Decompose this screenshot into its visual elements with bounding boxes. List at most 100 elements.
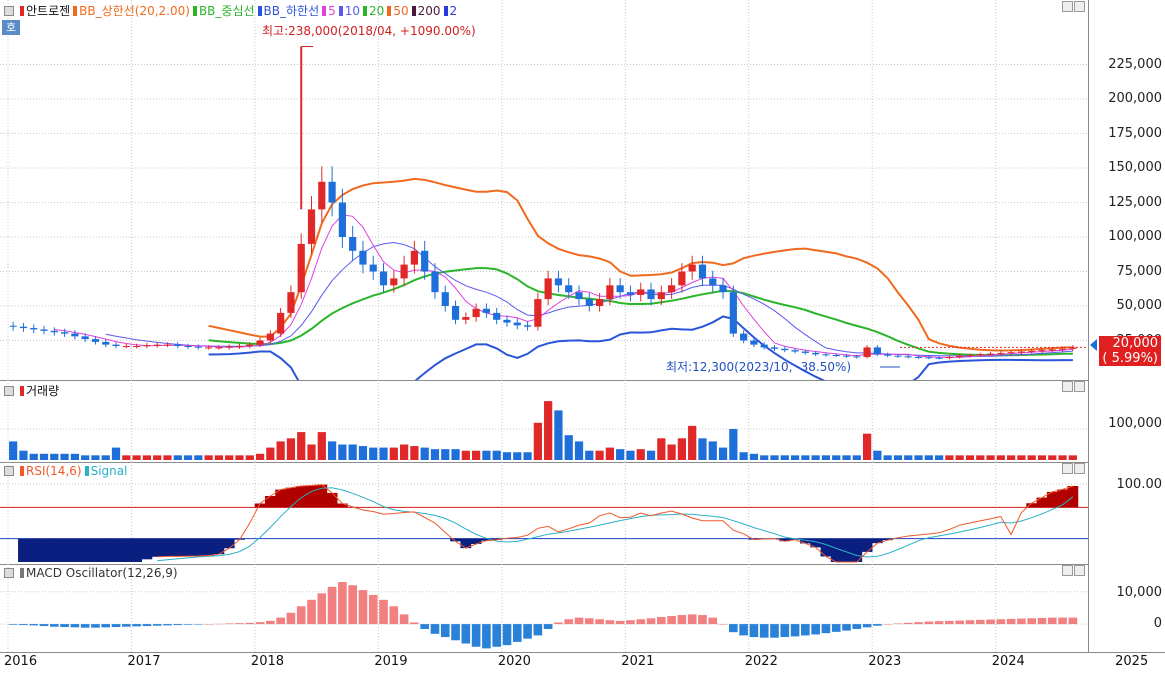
macd-bar [636, 619, 646, 625]
pane-menu-icon[interactable] [4, 568, 14, 578]
volume-bar [770, 455, 779, 460]
volume-bar [214, 455, 224, 460]
close-icon[interactable] [1074, 1, 1085, 12]
candle-body [369, 264, 377, 272]
macd-legend: MACD Oscillator(12,26,9) [4, 566, 178, 580]
volume-bar [1048, 455, 1057, 460]
volume-bar [760, 455, 769, 460]
rsi-chart[interactable] [0, 462, 1088, 564]
volume-bar [698, 438, 707, 460]
rsi-legend-label: RSI(14,6) [26, 464, 82, 478]
legend-bb-upper[interactable]: BB_상한선(20,2.00) [73, 2, 190, 19]
volume-y-axis[interactable]: 100,000 [1088, 380, 1165, 462]
macd-bar [811, 624, 820, 635]
pane-menu-icon[interactable] [4, 5, 14, 16]
x-tick: 2023 [868, 654, 902, 669]
minimize-icon[interactable] [1062, 463, 1073, 474]
volume-bar [749, 453, 759, 460]
volume-bar [410, 446, 419, 460]
macd-pane[interactable]: MACD Oscillator(12,26,9) 10,000 0 [0, 564, 1165, 652]
volume-bar [225, 455, 234, 460]
candle-body [472, 308, 480, 318]
price-y-axis[interactable]: 225,000 200,000 175,000 150,000 125,000 100,0… [1088, 0, 1165, 380]
volume-bar [297, 432, 306, 460]
volume-pane[interactable]: 거래량 100,000 [0, 380, 1165, 462]
minimize-icon[interactable] [1062, 1, 1073, 12]
candle-body [153, 344, 161, 346]
minimize-icon[interactable] [1062, 565, 1073, 576]
pane-menu-icon[interactable] [4, 385, 14, 396]
volume-bar [862, 433, 872, 460]
candle-body [431, 271, 439, 293]
candle-body [997, 352, 1005, 354]
macd-bar [296, 606, 306, 625]
price-tick: 50,000 [1116, 298, 1163, 313]
macd-bar [327, 586, 337, 625]
macd-bar [60, 624, 69, 628]
macd-tick: 0 [1153, 616, 1162, 631]
volume-bar [605, 447, 614, 460]
candle-body [503, 319, 511, 323]
macd-bar [574, 617, 584, 625]
close-icon[interactable] [1074, 463, 1085, 474]
volume-bar [708, 441, 717, 460]
volume-bar [801, 455, 810, 460]
candle-body [225, 346, 233, 348]
legend-bb-mid-label: BB_중심선 [198, 4, 255, 18]
volume-chart[interactable] [0, 380, 1088, 462]
rsi-pane[interactable]: RSI(14,6) Signal 100.00 [0, 462, 1165, 564]
x-axis[interactable] [0, 652, 1165, 676]
candle-body [81, 336, 89, 340]
close-icon[interactable] [1074, 381, 1085, 392]
volume-bar [811, 455, 820, 460]
legend-ma10[interactable]: 10 [338, 4, 360, 18]
candle-body [626, 292, 635, 295]
x-tick: 2019 [374, 654, 408, 669]
candle-body [884, 354, 892, 356]
minimize-icon[interactable] [1062, 381, 1073, 392]
candle-body [379, 271, 388, 286]
macd-bar [554, 622, 563, 625]
legend-ma20-label: 20 [369, 3, 385, 18]
macd-bar [893, 623, 903, 625]
macd-bar [646, 618, 656, 625]
volume-bar [173, 455, 182, 460]
candle-body [287, 292, 295, 313]
legend-ma2[interactable]: 2 [443, 4, 457, 18]
legend-bb-upper-label: BB_상한선(20,2.00) [79, 4, 190, 18]
price-pane[interactable]: 안트로젠 BB_상한선(20,2.00) BB_중심선 BB_하한선 5 10 … [0, 0, 1165, 380]
candle-body [575, 292, 583, 300]
legend-ma20[interactable]: 20 [363, 4, 384, 18]
volume-bar [266, 447, 275, 460]
legend-ma50[interactable]: 50 [387, 4, 409, 18]
macd-bar [235, 623, 244, 625]
rsi-pane-window-buttons [1062, 463, 1085, 474]
candle-body [925, 357, 933, 359]
macd-legend-label: MACD Oscillator(12,26,9) [26, 566, 178, 580]
macd-bar [1027, 618, 1037, 625]
pane-menu-icon[interactable] [4, 466, 14, 476]
volume-bar [276, 441, 285, 460]
quote-badge[interactable]: 호 [2, 20, 20, 35]
rsi-legend: RSI(14,6) Signal [4, 464, 127, 478]
rsi-line [157, 484, 1074, 563]
rsi-y-axis[interactable]: 100.00 [1088, 462, 1165, 564]
candle-body [19, 326, 28, 329]
macd-bar [770, 624, 779, 638]
legend-stock[interactable]: 안트로젠 [20, 2, 70, 19]
legend-bb-mid[interactable]: BB_중심선 [192, 2, 255, 19]
legend-bb-lower[interactable]: BB_하한선 [257, 2, 319, 19]
candle-body [842, 355, 851, 357]
macd-y-axis[interactable]: 10,000 0 [1088, 564, 1165, 652]
candle-body [822, 354, 830, 356]
macd-bar [780, 624, 790, 638]
macd-bar [461, 624, 471, 644]
legend-ma200[interactable]: 200 [411, 4, 441, 18]
macd-bar [821, 624, 831, 634]
legend-stock-label: 안트로젠 [26, 4, 71, 18]
macd-tick: 10,000 [1116, 585, 1163, 600]
macd-chart[interactable] [0, 564, 1088, 652]
price-chart[interactable] [0, 0, 1088, 380]
close-icon[interactable] [1074, 565, 1085, 576]
legend-ma5[interactable]: 5 [322, 4, 336, 18]
